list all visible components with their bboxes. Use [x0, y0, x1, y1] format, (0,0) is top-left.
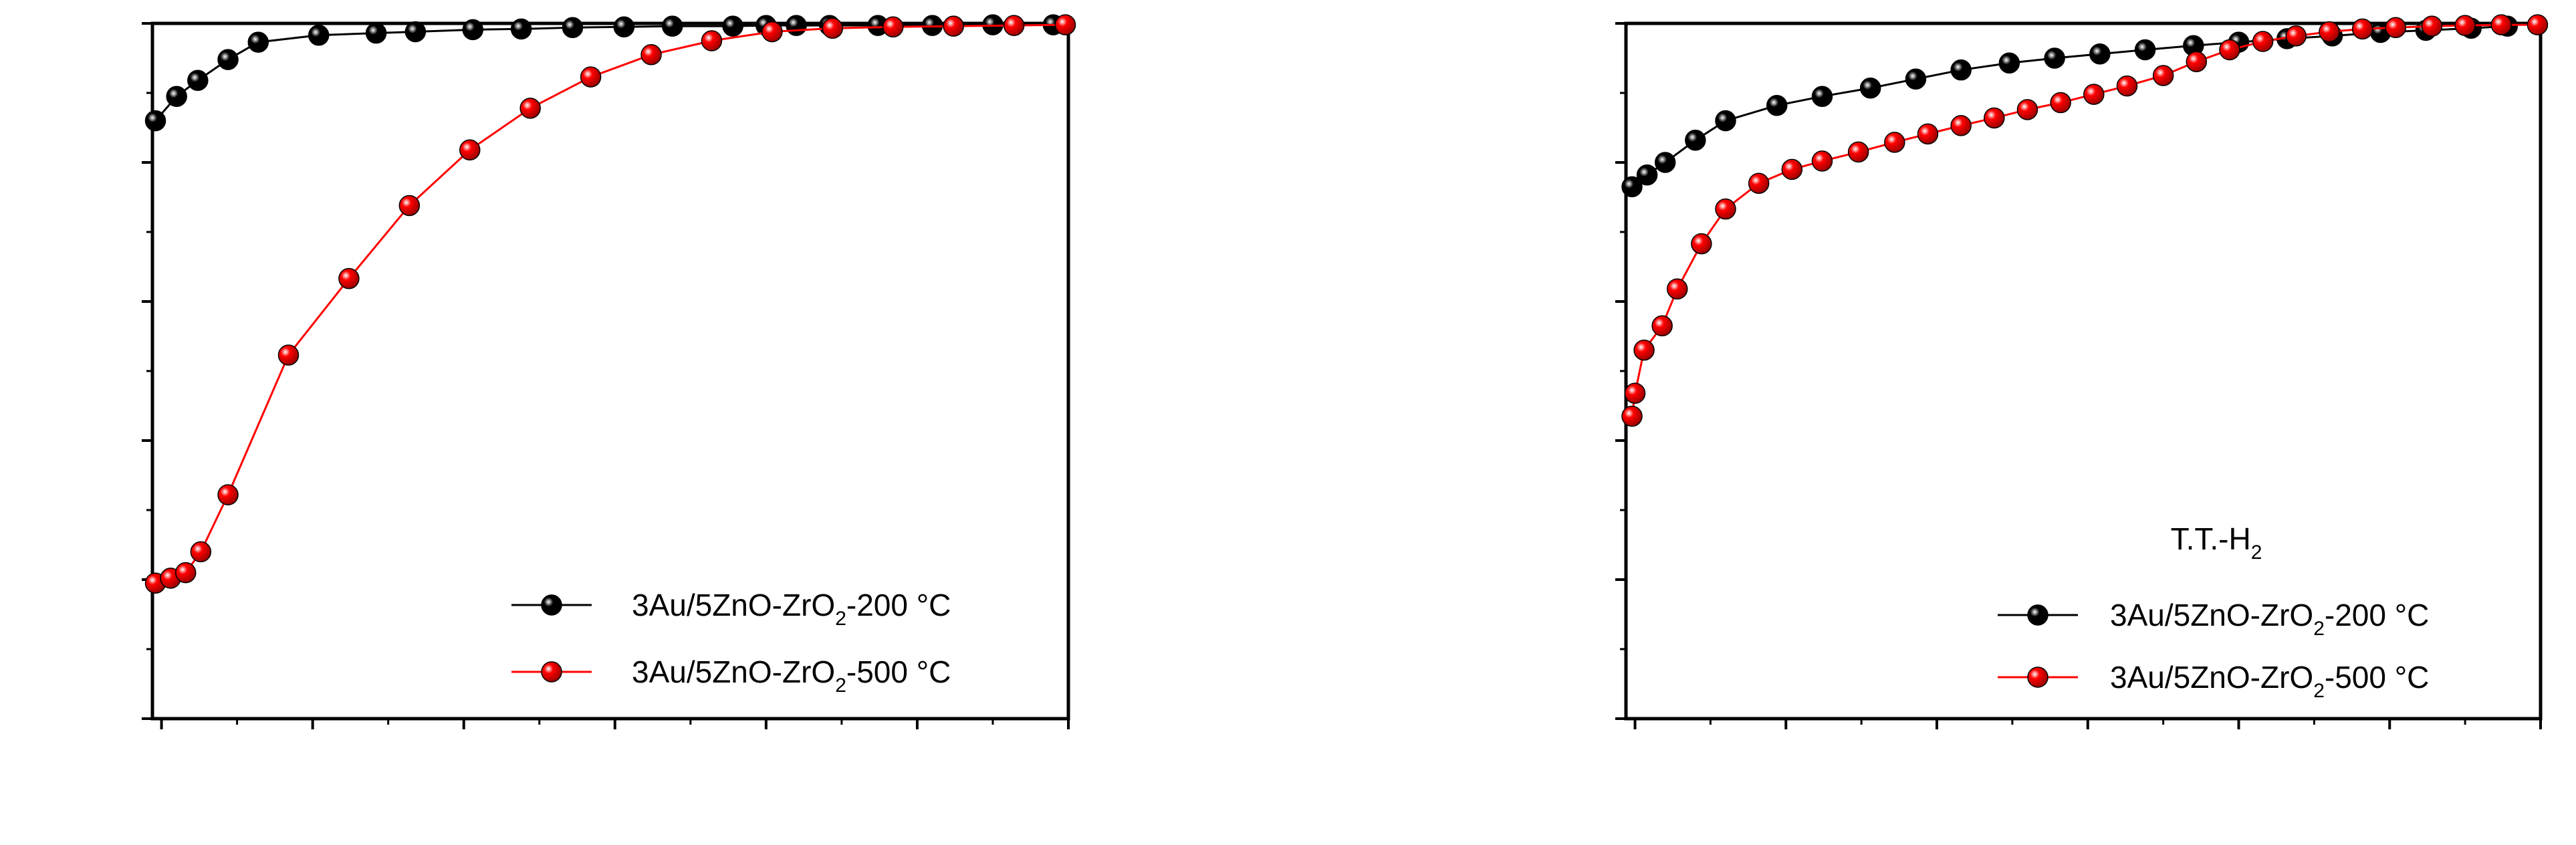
data-point: [2050, 92, 2071, 114]
data-point: [2490, 14, 2512, 35]
data-point: [1691, 233, 1712, 255]
data-point: [1917, 123, 1939, 145]
data-point: [1859, 77, 1881, 99]
data-point: [247, 31, 269, 53]
legend-marker: [541, 661, 562, 683]
data-point: [2152, 65, 2174, 86]
data-point: [2044, 47, 2065, 69]
data-point: [613, 16, 635, 37]
data-point: [2319, 21, 2340, 43]
data-point: [217, 49, 239, 70]
data-point: [1781, 158, 1803, 180]
data-point: [144, 110, 166, 132]
data-point: [166, 86, 187, 107]
data-point: [1905, 68, 1927, 90]
data-point: [1003, 15, 1025, 36]
data-point: [459, 139, 481, 161]
data-point: [1685, 129, 1706, 151]
data-point: [462, 19, 484, 41]
data-point: [510, 18, 532, 40]
data-point: [1667, 278, 1688, 300]
data-point: [1636, 164, 1658, 186]
series-line-500c: [1631, 23, 2538, 416]
legend-marker: [2027, 604, 2048, 626]
data-point: [2285, 25, 2307, 47]
data-point: [1847, 141, 1869, 163]
data-point: [883, 16, 904, 37]
panel-a: 3Au/5ZnO-ZrO2-200 °C 3Au/5ZnO-ZrO2-500 °C: [142, 14, 1076, 729]
data-point: [2016, 99, 2038, 120]
series-line-500c: [155, 23, 1066, 584]
data-point: [2421, 15, 2443, 37]
data-point: [762, 21, 783, 43]
data-point: [2351, 18, 2373, 40]
data-point: [2116, 75, 2138, 97]
data-point: [2385, 17, 2407, 38]
data-point: [277, 344, 300, 366]
data-point: [1950, 59, 1972, 81]
treatment-annotation: T.T.-H2: [2171, 521, 2262, 564]
data-point: [365, 22, 387, 44]
data-point: [661, 15, 683, 37]
data-point: [562, 17, 584, 38]
data-point: [1715, 110, 1736, 132]
data-point: [2219, 39, 2240, 61]
legend-label: 3Au/5ZnO-ZrO2-200 °C: [2110, 598, 2429, 640]
data-point: [1621, 176, 1643, 198]
data-point: [2083, 84, 2105, 105]
data-point: [1054, 14, 1076, 35]
data-point: [786, 15, 807, 36]
data-point: [1633, 340, 1655, 361]
data-point: [1811, 86, 1833, 107]
data-point: [722, 15, 743, 37]
data-point: [1651, 315, 1673, 337]
data-point: [1950, 115, 1972, 136]
data-point: [398, 195, 421, 217]
data-point: [640, 44, 662, 66]
data-point: [1715, 198, 1736, 220]
data-point: [1654, 152, 1676, 173]
data-point: [404, 21, 427, 43]
data-point: [1998, 52, 2020, 74]
data-point: [1884, 132, 1905, 153]
data-point: [2454, 15, 2476, 36]
data-point: [701, 30, 723, 51]
legend-marker: [541, 594, 562, 616]
data-point: [217, 484, 239, 505]
data-point: [1621, 405, 1643, 427]
data-point: [2134, 39, 2156, 61]
data-point: [1766, 94, 1788, 116]
data-point: [1811, 150, 1833, 172]
data-point: [308, 24, 330, 46]
data-point: [187, 70, 209, 92]
data-point: [580, 66, 602, 88]
data-point: [1748, 172, 1770, 194]
legend-label: 3Au/5ZnO-ZrO2-500 °C: [632, 654, 951, 697]
data-point: [822, 17, 844, 39]
legend-label: 3Au/5ZnO-ZrO2-500 °C: [2110, 660, 2429, 702]
data-point: [2089, 43, 2111, 65]
data-point: [1624, 382, 1646, 404]
data-point: [338, 267, 360, 289]
panel-b: T.T.-H2 3Au/5ZnO-ZrO2-200 °C 3Au/5ZnO-ZrO2…: [1615, 14, 2549, 729]
data-point: [943, 15, 964, 37]
data-point: [190, 541, 212, 563]
data-point: [2186, 51, 2208, 72]
data-point: [519, 98, 541, 119]
data-point: [1984, 107, 2005, 129]
data-point: [2252, 31, 2274, 52]
legend-label: 3Au/5ZnO-ZrO2-200 °C: [632, 588, 951, 630]
data-point: [174, 562, 197, 584]
legend-marker: [2027, 667, 2048, 688]
data-point: [2527, 14, 2549, 35]
